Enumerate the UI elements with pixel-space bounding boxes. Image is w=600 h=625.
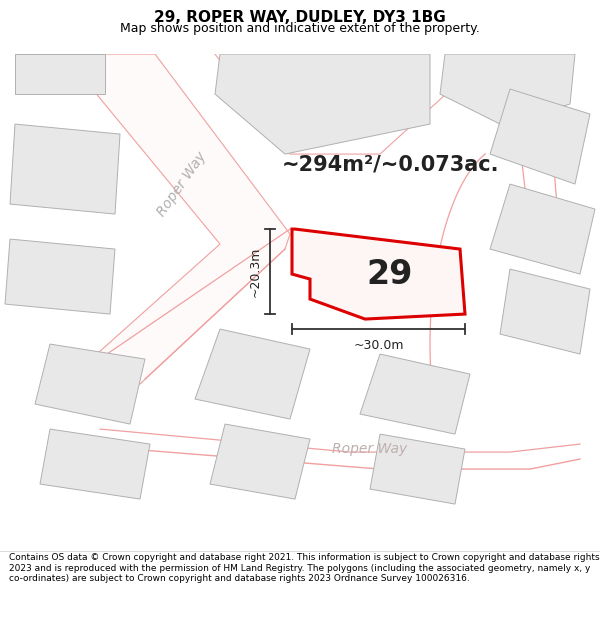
Text: Map shows position and indicative extent of the property.: Map shows position and indicative extent… bbox=[120, 22, 480, 35]
Polygon shape bbox=[370, 434, 465, 504]
Polygon shape bbox=[80, 54, 290, 384]
Polygon shape bbox=[490, 89, 590, 184]
Polygon shape bbox=[440, 54, 575, 124]
Text: ~20.3m: ~20.3m bbox=[249, 246, 262, 297]
Polygon shape bbox=[215, 54, 430, 154]
Polygon shape bbox=[360, 354, 470, 434]
Polygon shape bbox=[195, 329, 310, 419]
Text: 29: 29 bbox=[367, 258, 413, 291]
Polygon shape bbox=[5, 239, 115, 314]
Polygon shape bbox=[210, 424, 310, 499]
Text: Contains OS data © Crown copyright and database right 2021. This information is : Contains OS data © Crown copyright and d… bbox=[9, 554, 599, 583]
Text: ~30.0m: ~30.0m bbox=[353, 339, 404, 352]
Polygon shape bbox=[35, 344, 145, 424]
Polygon shape bbox=[10, 124, 120, 214]
Text: Roper Way: Roper Way bbox=[332, 442, 407, 456]
Polygon shape bbox=[40, 429, 150, 499]
Text: Roper Way: Roper Way bbox=[155, 149, 209, 219]
Text: ~294m²/~0.073ac.: ~294m²/~0.073ac. bbox=[281, 154, 499, 174]
Polygon shape bbox=[490, 184, 595, 274]
Polygon shape bbox=[292, 229, 465, 319]
Text: 29, ROPER WAY, DUDLEY, DY3 1BG: 29, ROPER WAY, DUDLEY, DY3 1BG bbox=[154, 10, 446, 25]
Polygon shape bbox=[15, 54, 105, 94]
Polygon shape bbox=[500, 269, 590, 354]
